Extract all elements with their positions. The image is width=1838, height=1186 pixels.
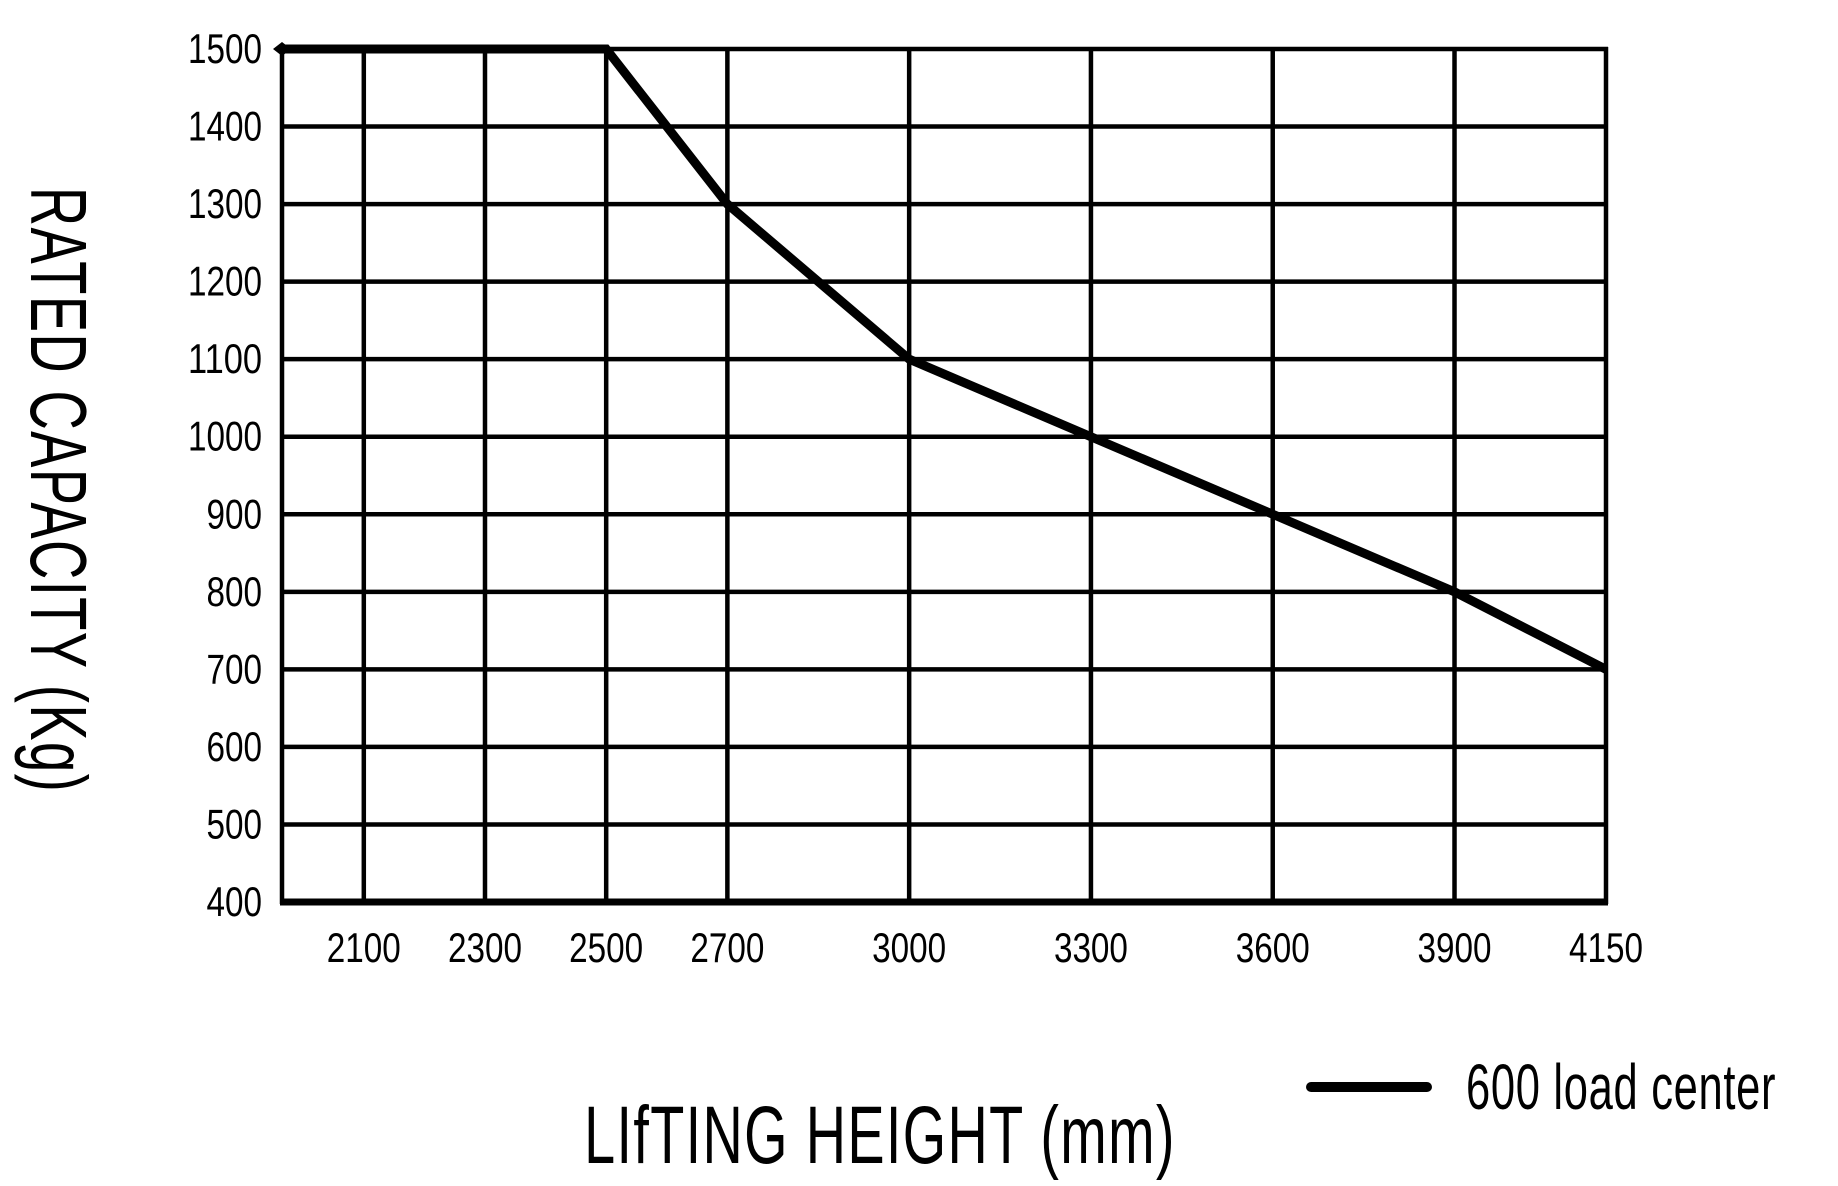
svg-text:3600: 3600 bbox=[1236, 924, 1310, 971]
svg-text:4150: 4150 bbox=[1569, 924, 1643, 971]
y-axis-tick-labels: 1500 1400 1300 1200 1100 1000 900 800 700 600 500 4… bbox=[188, 25, 262, 925]
svg-text:1500: 1500 bbox=[188, 25, 262, 72]
svg-text:400: 400 bbox=[207, 878, 263, 925]
svg-text:3300: 3300 bbox=[1054, 924, 1128, 971]
svg-text:2500: 2500 bbox=[569, 924, 643, 971]
x-axis-tick-labels: 2100 2300 2500 2700 3000 3300 3600 3900 4150 bbox=[327, 924, 1643, 971]
x-axis-title: LIfTING HEIGHT (mm) bbox=[584, 1090, 1176, 1181]
svg-text:1000: 1000 bbox=[188, 413, 262, 460]
svg-text:2100: 2100 bbox=[327, 924, 401, 971]
svg-text:1200: 1200 bbox=[188, 258, 262, 305]
svg-text:900: 900 bbox=[207, 490, 263, 537]
capacity-line-series bbox=[273, 42, 1609, 674]
legend-line-swatch bbox=[1306, 1082, 1432, 1092]
svg-text:600: 600 bbox=[207, 723, 263, 770]
svg-text:800: 800 bbox=[207, 568, 263, 615]
svg-text:500: 500 bbox=[207, 800, 263, 847]
svg-text:700: 700 bbox=[207, 645, 263, 692]
y-axis-title: RATED CAPACITY (Kg) bbox=[14, 186, 103, 794]
svg-text:1300: 1300 bbox=[188, 180, 262, 227]
legend: 600 load center bbox=[1306, 1050, 1838, 1124]
svg-text:1100: 1100 bbox=[188, 335, 262, 382]
svg-text:3900: 3900 bbox=[1418, 924, 1492, 971]
svg-text:2700: 2700 bbox=[690, 924, 764, 971]
legend-label: 600 load center bbox=[1466, 1051, 1777, 1123]
svg-text:2300: 2300 bbox=[448, 924, 522, 971]
svg-text:1400: 1400 bbox=[188, 103, 262, 150]
svg-text:3000: 3000 bbox=[872, 924, 946, 971]
gridlines bbox=[279, 46, 1609, 906]
